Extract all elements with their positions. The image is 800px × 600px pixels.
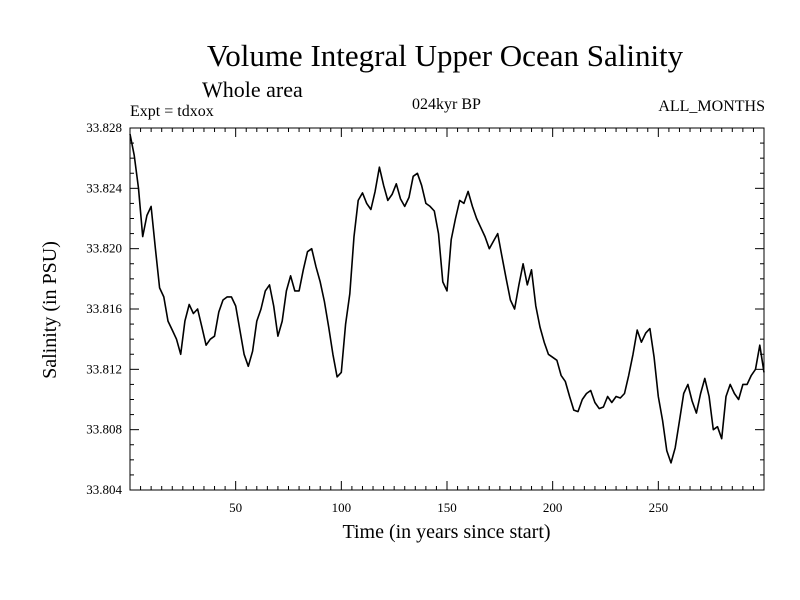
x-tick-label: 200 (543, 500, 563, 515)
months-label: ALL_MONTHS (658, 98, 765, 115)
salinity-series-line (129, 133, 765, 464)
axis-ticks (130, 128, 764, 490)
y-tick-label: 33.820 (86, 241, 122, 256)
x-tick-label: 150 (437, 500, 457, 515)
experiment-label: Expt = tdxox (130, 103, 214, 120)
y-tick-label: 33.808 (86, 422, 122, 437)
x-axis-label: Time (in years since start) (342, 521, 551, 543)
chart-title: Volume Integral Upper Ocean Salinity (206, 38, 684, 73)
period-label: 024kyr BP (412, 96, 481, 113)
y-tick-labels: 33.804 33.808 33.812 33.816 33.820 33.824 33.8… (86, 120, 122, 497)
chart-subtitle: Whole area (202, 77, 303, 102)
y-tick-label: 33.816 (86, 301, 122, 316)
x-tick-label: 100 (332, 500, 352, 515)
y-tick-label: 33.828 (86, 120, 122, 135)
y-tick-label: 33.824 (86, 180, 122, 195)
x-tick-labels: 50 100 150 200 250 (229, 500, 668, 515)
y-axis-label: Salinity (in PSU) (39, 241, 61, 379)
x-tick-label: 50 (229, 500, 242, 515)
y-tick-label: 33.812 (86, 361, 122, 376)
x-tick-label: 250 (649, 500, 669, 515)
plot-frame (129, 127, 765, 491)
y-tick-label: 33.804 (86, 482, 122, 497)
